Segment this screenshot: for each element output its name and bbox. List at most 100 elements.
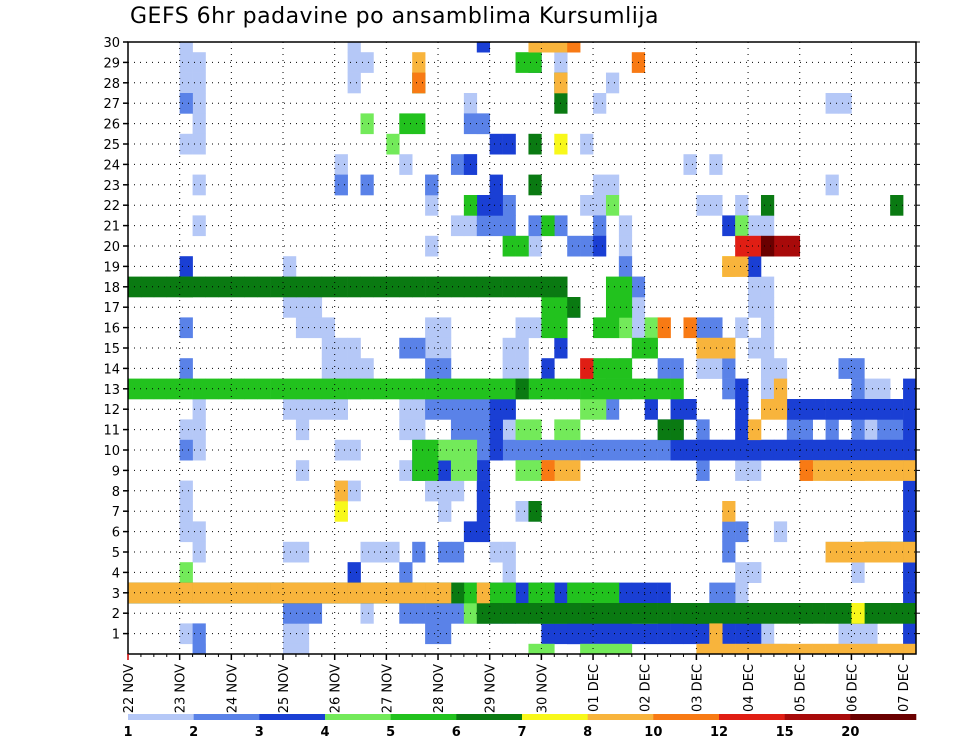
heat-cell — [773, 521, 788, 543]
heat-cell — [321, 317, 335, 339]
heat-cell — [450, 439, 465, 461]
heat-cell — [760, 276, 775, 298]
heat-cell — [360, 582, 374, 604]
heat-cell — [593, 317, 607, 339]
heat-cell — [489, 439, 503, 461]
heat-cell — [696, 439, 710, 461]
heat-cell — [308, 276, 323, 298]
heat-cell — [528, 235, 542, 257]
heat-cell — [489, 603, 503, 624]
heat-cell — [515, 337, 529, 359]
heat-cell — [450, 460, 465, 481]
heat-cell — [283, 399, 297, 420]
heat-cell — [257, 378, 271, 400]
heat-cell — [231, 276, 245, 298]
heat-cell — [567, 460, 581, 481]
heat-cell — [476, 276, 491, 298]
heat-cell — [773, 439, 788, 461]
heat-cell — [412, 113, 426, 135]
heat-cell — [438, 582, 452, 604]
heat-cell — [528, 276, 542, 298]
heat-cell — [425, 603, 439, 624]
heat-cell — [877, 378, 891, 400]
heat-cell — [851, 439, 865, 461]
colorbar-label: 20 — [841, 725, 859, 740]
heat-cell — [489, 419, 503, 441]
heat-cell — [605, 439, 620, 461]
heat-cell — [425, 460, 439, 481]
heat-cell — [760, 337, 775, 359]
heat-cell — [618, 603, 633, 624]
heat-cell — [580, 582, 594, 604]
heat-cell — [670, 603, 684, 624]
heat-cell — [489, 541, 503, 563]
heat-cell — [347, 42, 361, 53]
colorbar-swatch — [193, 714, 260, 720]
heat-cell — [773, 235, 788, 257]
colorbar-swatch — [850, 714, 917, 720]
heat-cell — [644, 439, 658, 461]
y-tick-label: 14 — [103, 362, 120, 377]
y-tick-label: 8 — [112, 485, 120, 500]
heat-cell — [476, 439, 491, 461]
colorbar-label: 10 — [644, 725, 662, 740]
heat-cell — [825, 643, 839, 655]
heat-cell — [735, 317, 749, 339]
heat-cell — [360, 358, 374, 379]
colorbar-label: 15 — [776, 725, 794, 740]
y-tick-label: 10 — [103, 444, 120, 459]
heat-cell — [257, 582, 271, 604]
heat-cell — [283, 603, 297, 624]
heat-cell — [438, 317, 452, 339]
heat-cell — [541, 439, 555, 461]
heat-cell — [593, 174, 607, 196]
colorbar-swatch — [784, 714, 851, 720]
x-tick-label: 24 NOV — [225, 664, 240, 713]
heat-cell — [851, 623, 865, 645]
heat-cell — [425, 358, 439, 379]
y-tick-label: 13 — [103, 383, 120, 398]
heat-cell — [153, 378, 168, 400]
heat-cell — [476, 501, 491, 522]
heat-cell — [864, 603, 878, 624]
heat-cell — [502, 337, 516, 359]
heat-cell — [541, 215, 555, 237]
heat-cell — [838, 643, 852, 655]
heat-cell — [670, 439, 684, 461]
heat-cell — [425, 235, 439, 257]
x-tick-label: 30 NOV — [535, 664, 550, 713]
y-tick-label: 29 — [103, 56, 120, 71]
colorbar-swatch — [325, 714, 391, 720]
heat-cell — [812, 399, 826, 420]
heat-cell — [748, 297, 762, 318]
heat-cell — [657, 439, 671, 461]
heat-cell — [580, 133, 594, 155]
heat-cell — [735, 195, 749, 216]
heat-cell — [735, 643, 749, 655]
heat-cell — [786, 439, 801, 461]
heat-cell — [851, 399, 865, 420]
heat-cell — [502, 541, 516, 563]
heat-cell — [735, 378, 749, 400]
heat-cell — [903, 562, 917, 583]
heat-cell — [412, 337, 426, 359]
heat-cell — [283, 276, 297, 298]
heat-cell — [192, 93, 206, 114]
heat-cell — [773, 378, 788, 400]
heat-cell — [593, 643, 607, 655]
heat-cell — [696, 337, 710, 359]
heat-cell — [851, 643, 865, 655]
heat-cell — [657, 623, 671, 645]
heat-cell — [347, 358, 361, 379]
heat-cell — [502, 378, 516, 400]
heat-cell — [334, 501, 348, 522]
heat-cell — [735, 460, 749, 481]
heat-cell — [541, 643, 555, 655]
heat-cell — [644, 603, 658, 624]
heat-cell — [270, 276, 284, 298]
heat-cell — [450, 215, 465, 237]
heat-cell — [166, 582, 180, 604]
heat-cell — [283, 582, 297, 604]
heat-cell — [179, 133, 193, 155]
